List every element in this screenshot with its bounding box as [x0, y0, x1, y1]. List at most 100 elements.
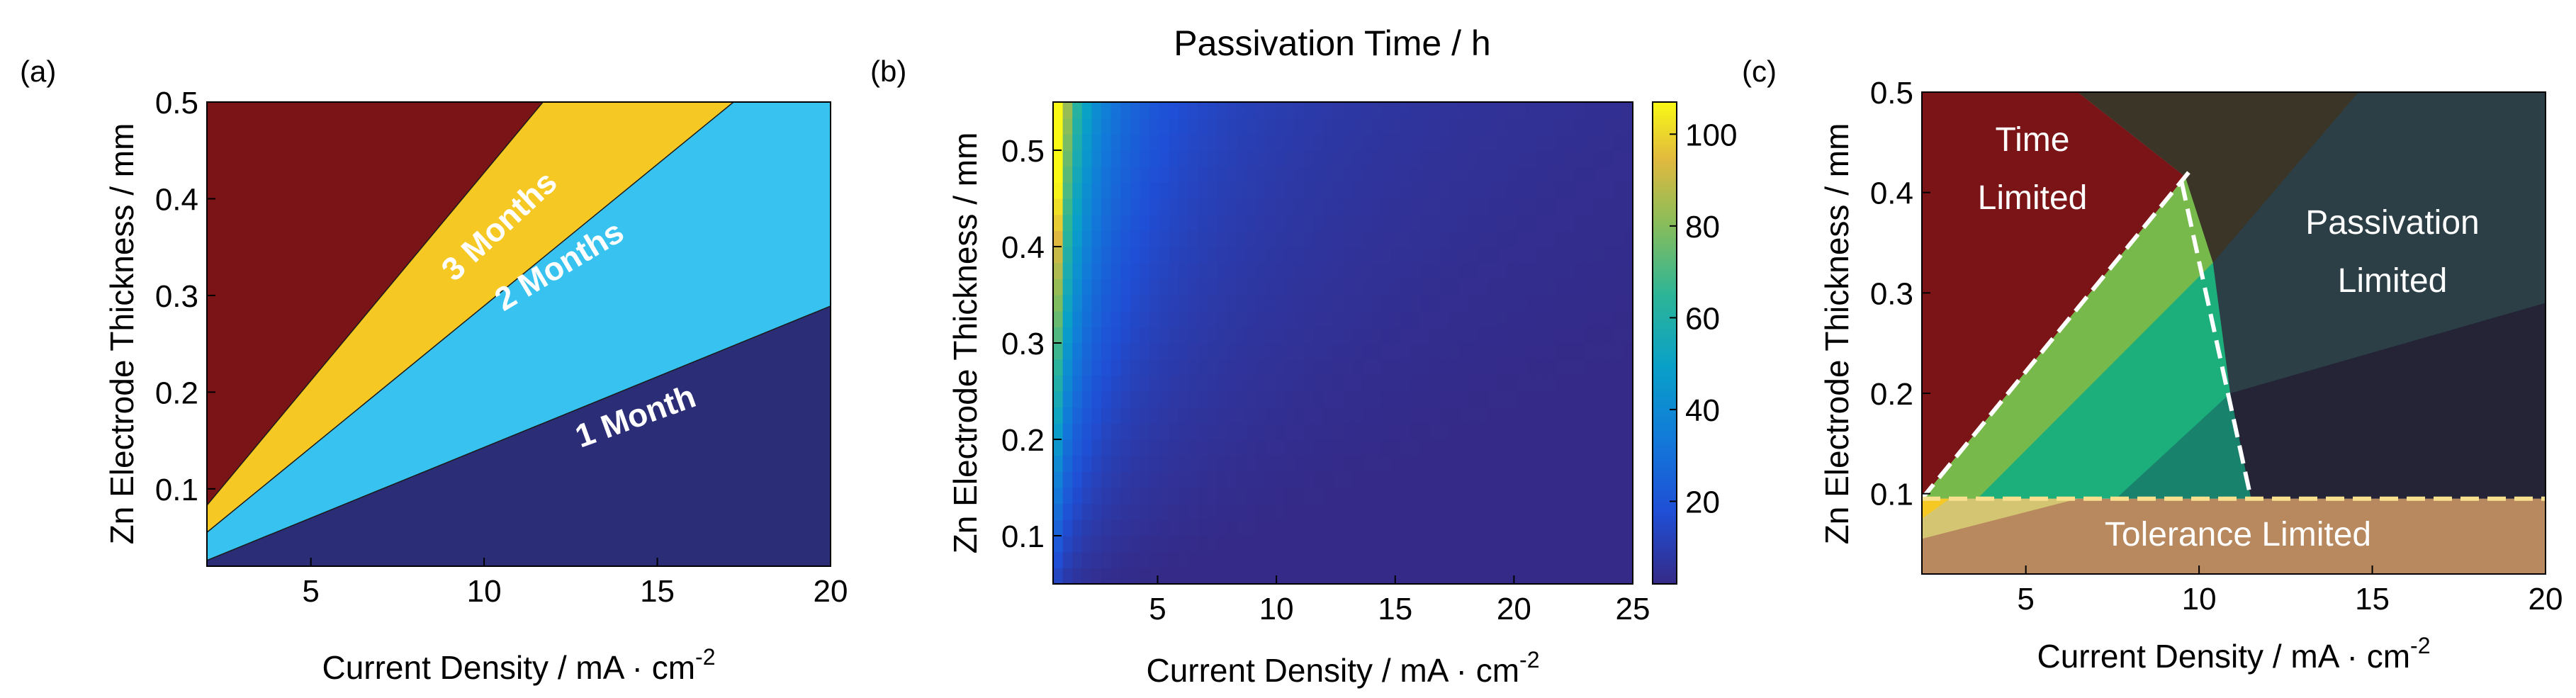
heatmap-cell [1410, 423, 1421, 440]
panel-c: (c) 5 10 15 20 0.10.20.30.40.5 Time Limited… [1742, 55, 2563, 675]
heatmap-cell [1555, 519, 1566, 536]
heatmap-cell [1478, 423, 1489, 440]
heatmap-cell [1333, 488, 1344, 505]
heatmap-cell [1400, 568, 1412, 585]
heatmap-cell [1304, 150, 1315, 167]
heatmap-cell [1575, 568, 1585, 585]
heatmap-cell [1140, 536, 1150, 553]
heatmap-cell [1352, 471, 1363, 488]
heatmap-cell [1526, 166, 1537, 183]
heatmap-cell [1208, 391, 1218, 408]
heatmap-cell [1604, 455, 1614, 472]
heatmap-cell [1546, 488, 1556, 505]
heatmap-cell [1265, 262, 1276, 279]
heatmap-cell [1381, 214, 1392, 231]
heatmap-cell [1478, 150, 1489, 167]
heatmap-cell [1120, 278, 1131, 295]
panel-a-x-tick-label: 10 [467, 574, 502, 609]
heatmap-cell [1188, 247, 1199, 264]
heatmap-cell [1053, 198, 1064, 215]
heatmap-cell [1227, 471, 1237, 488]
heatmap-cell [1081, 118, 1093, 135]
heatmap-cell [1130, 455, 1141, 472]
heatmap-cell [1546, 568, 1556, 585]
heatmap-cell [1497, 519, 1508, 536]
heatmap-cell [1458, 166, 1469, 183]
heatmap-cell [1381, 471, 1392, 488]
heatmap-cell [1256, 375, 1266, 392]
heatmap-cell [1449, 503, 1460, 520]
heatmap-cell [1400, 166, 1412, 183]
heatmap-cell [1439, 407, 1450, 424]
heatmap-cell [1429, 407, 1440, 424]
heatmap-cell [1217, 150, 1227, 167]
heatmap-cell [1410, 102, 1421, 119]
heatmap-cell [1536, 407, 1546, 424]
heatmap-cell [1072, 214, 1083, 231]
heatmap-cell [1623, 503, 1633, 520]
heatmap-cell [1410, 310, 1421, 327]
heatmap-cell [1352, 359, 1363, 376]
passivation-limited-label-line1: Passivation [2305, 204, 2479, 242]
heatmap-cell [1314, 343, 1324, 360]
heatmap-cell [1285, 455, 1295, 472]
heatmap-cell [1555, 455, 1566, 472]
heatmap-cell [1091, 102, 1102, 119]
heatmap-cell [1217, 214, 1227, 231]
heatmap-cell [1468, 375, 1479, 392]
heatmap-cell [1584, 150, 1595, 167]
heatmap-cell [1439, 166, 1450, 183]
heatmap-cell [1275, 455, 1286, 472]
heatmap-cell [1613, 262, 1624, 279]
heatmap-cell [1575, 488, 1585, 505]
heatmap-cell [1623, 102, 1633, 119]
heatmap-cell [1352, 247, 1363, 264]
heatmap-cell [1371, 118, 1383, 135]
heatmap-cell [1198, 488, 1208, 505]
heatmap-cell [1362, 407, 1373, 424]
heatmap-cell [1371, 230, 1383, 247]
heatmap-cell [1487, 182, 1498, 199]
heatmap-cell [1062, 310, 1073, 327]
heatmap-cell [1130, 503, 1141, 520]
heatmap-cell [1304, 455, 1315, 472]
panel-a-x-tick-label: 5 [302, 574, 319, 609]
heatmap-cell [1333, 471, 1344, 488]
heatmap-cell [1410, 134, 1421, 151]
heatmap-cell [1304, 375, 1315, 392]
heatmap-cell [1304, 310, 1315, 327]
heatmap-cell [1546, 247, 1556, 264]
heatmap-cell [1246, 134, 1256, 151]
heatmap-cell [1487, 423, 1498, 440]
heatmap-cell [1546, 198, 1556, 215]
heatmap-cell [1497, 310, 1508, 327]
heatmap-cell [1517, 150, 1527, 167]
heatmap-cell [1169, 327, 1179, 344]
heatmap-cell [1575, 359, 1585, 376]
heatmap-cell [1198, 455, 1208, 472]
heatmap-cell [1507, 310, 1517, 327]
heatmap-cell [1429, 375, 1440, 392]
heatmap-cell [1323, 568, 1334, 585]
heatmap-cell [1478, 134, 1489, 151]
tolerance-yellow-sliver [1922, 498, 1950, 519]
heatmap-cell [1062, 278, 1073, 295]
heatmap-cell [1623, 519, 1633, 536]
heatmap-cell [1140, 471, 1150, 488]
heatmap-cell [1294, 198, 1305, 215]
panel-b-x-tick-label: 10 [1259, 592, 1294, 626]
heatmap-cell [1517, 214, 1527, 231]
heatmap-cell [1256, 519, 1266, 536]
heatmap-cell [1623, 214, 1633, 231]
heatmap-cell [1314, 182, 1324, 199]
heatmap-cell [1536, 423, 1546, 440]
heatmap-cell [1400, 343, 1412, 360]
heatmap-cell [1468, 310, 1479, 327]
heatmap-cell [1246, 423, 1256, 440]
heatmap-cell [1575, 295, 1585, 312]
heatmap-cell [1623, 166, 1633, 183]
heatmap-cell [1381, 327, 1392, 344]
heatmap-cell [1371, 214, 1383, 231]
heatmap-cell [1478, 488, 1489, 505]
heatmap-cell [1169, 118, 1179, 135]
